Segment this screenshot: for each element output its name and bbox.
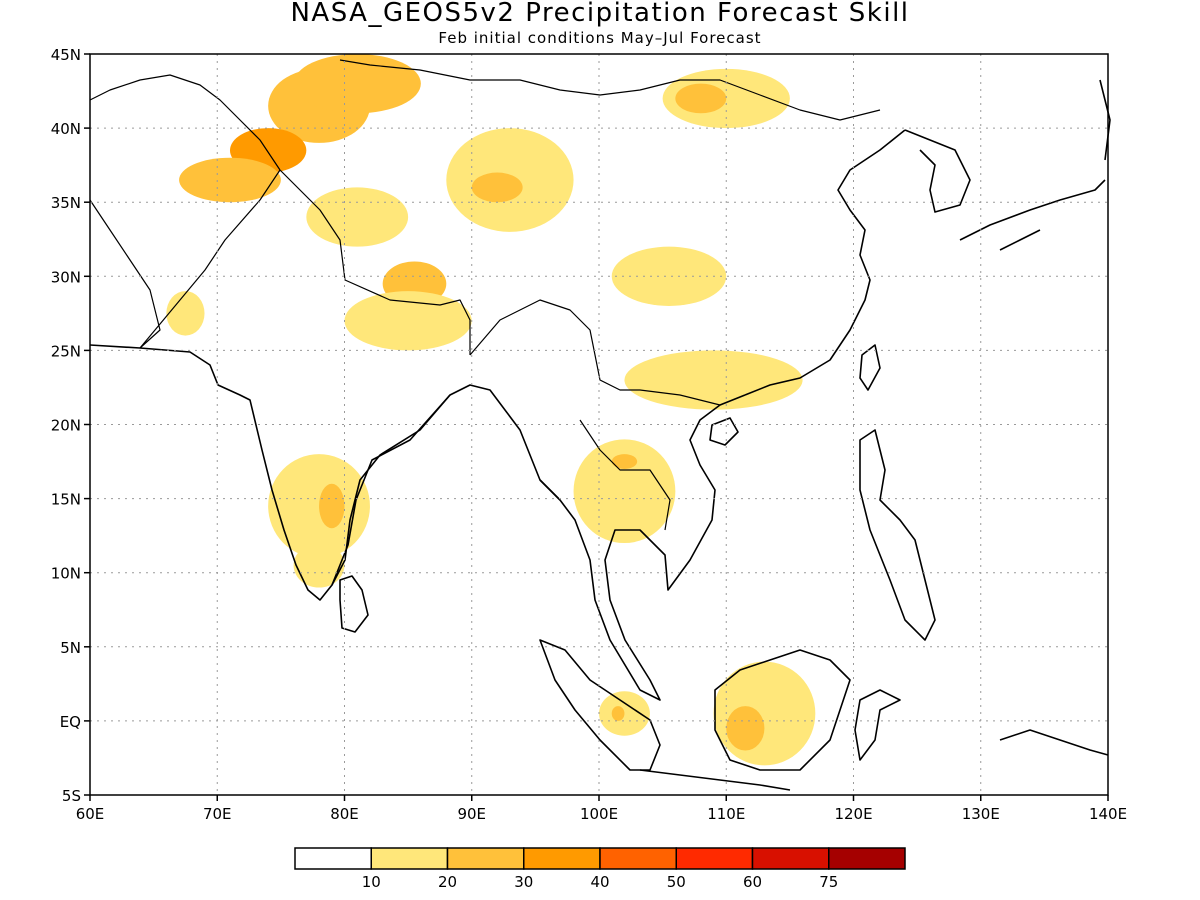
skill-field-layer	[166, 54, 816, 766]
colorbar-swatch	[294, 847, 372, 870]
coastline-hainan	[709, 417, 739, 446]
lat-tick-label: 25N	[51, 342, 81, 360]
colorbar-swatch	[370, 847, 449, 870]
lon-tick-label: 110E	[707, 805, 745, 823]
coastline-new-guinea	[999, 729, 1109, 756]
coastline-india-west	[89, 344, 561, 601]
coastline-java	[639, 769, 791, 791]
skill-region-borneo	[713, 661, 816, 766]
skill-region-laos-core	[611, 454, 638, 469]
skill-region-central-china	[611, 246, 727, 306]
skill-region-pakistan-west	[166, 291, 205, 336]
lat-tick-label: 20N	[51, 417, 81, 435]
border-myanmar-china	[469, 299, 721, 406]
lon-tick-label: 80E	[330, 805, 359, 823]
coastline-sumatra	[539, 639, 661, 771]
colorbar-swatch	[523, 847, 601, 870]
skill-region-kashmir	[179, 157, 281, 203]
coastline-indochina	[539, 394, 746, 701]
skill-region-west-tibet	[306, 187, 409, 247]
lat-tick-label: 45N	[51, 46, 81, 64]
lat-tick-label: 30N	[51, 268, 81, 286]
skill-region-mongolia-east	[662, 68, 790, 129]
skill-region-south-india	[293, 543, 345, 588]
colorbar-label: 20	[438, 873, 457, 891]
coastline-philippines	[859, 429, 936, 641]
lon-tick-label: 140E	[1089, 805, 1127, 823]
skill-region-borneo-core	[726, 706, 765, 751]
coastline-japan	[959, 79, 1111, 251]
skill-region-south-china	[624, 350, 803, 410]
colorbar-label: 75	[819, 873, 838, 891]
colorbar-swatch	[751, 847, 830, 870]
colorbar-legend: 10 20 30 40 50 60 75	[294, 847, 906, 891]
skill-region-sumatra-core	[611, 706, 625, 721]
skill-region-qinghai-core	[471, 172, 523, 203]
lon-tick-label: 60E	[76, 805, 105, 823]
skill-region-andhra-core	[319, 483, 345, 529]
coastline-korea	[904, 129, 971, 213]
border-thai-laos	[579, 419, 671, 531]
lat-tick-label: 15N	[51, 491, 81, 509]
colorbar-label: 60	[743, 873, 762, 891]
border-india-pakistan	[139, 169, 281, 349]
lat-tick-label: 5N	[60, 639, 81, 657]
colorbar-swatch	[446, 847, 525, 870]
longitude-axis: 60E 70E 80E 90E 100E 110E 120E 130E 140E	[76, 795, 1127, 823]
lon-tick-label: 120E	[834, 805, 872, 823]
lon-tick-label: 100E	[580, 805, 618, 823]
coastline-layer	[89, 79, 1111, 791]
map-subtitle: Feb initial conditions May–Jul Forecast	[438, 29, 762, 47]
border-china-mongolia	[339, 59, 881, 121]
coastline-sri-lanka	[339, 575, 369, 633]
lat-tick-label: 35N	[51, 194, 81, 212]
coastline-taiwan	[859, 344, 881, 391]
lat-tick-label: EQ	[60, 713, 81, 731]
country-borders-layer	[89, 59, 881, 531]
lon-tick-label: 70E	[203, 805, 232, 823]
colorbar-label: 50	[667, 873, 686, 891]
skill-region-ganges-plain	[344, 291, 472, 351]
coastline-borneo	[714, 649, 851, 771]
lon-tick-label: 130E	[962, 805, 1000, 823]
lat-tick-label: 40N	[51, 120, 81, 138]
border-central-asia	[89, 74, 281, 171]
colorbar-label: 40	[590, 873, 609, 891]
map-title: NASA_GEOS5v2 Precipitation Forecast Skil…	[290, 0, 910, 28]
lat-tick-label: 5S	[62, 787, 81, 805]
skill-region-mongolia-core	[675, 83, 727, 114]
lon-tick-label: 90E	[457, 805, 486, 823]
coastline-south-china	[744, 129, 906, 396]
colorbar-swatch	[828, 847, 906, 870]
lat-tick-label: 10N	[51, 565, 81, 583]
colorbar-swatch	[675, 847, 754, 870]
coastline-sulawesi	[854, 689, 901, 761]
graticule-layer	[90, 54, 1108, 795]
colorbar-label: 30	[514, 873, 533, 891]
latitude-axis: 5S EQ 5N 10N 15N 20N 25N 30N 35N 40N 45N	[51, 46, 90, 805]
colorbar-swatch	[599, 847, 677, 870]
colorbar-label: 10	[362, 873, 381, 891]
border-afghanistan	[89, 199, 161, 349]
skill-region-tarim-north	[293, 54, 421, 114]
border-himalaya	[279, 169, 471, 355]
